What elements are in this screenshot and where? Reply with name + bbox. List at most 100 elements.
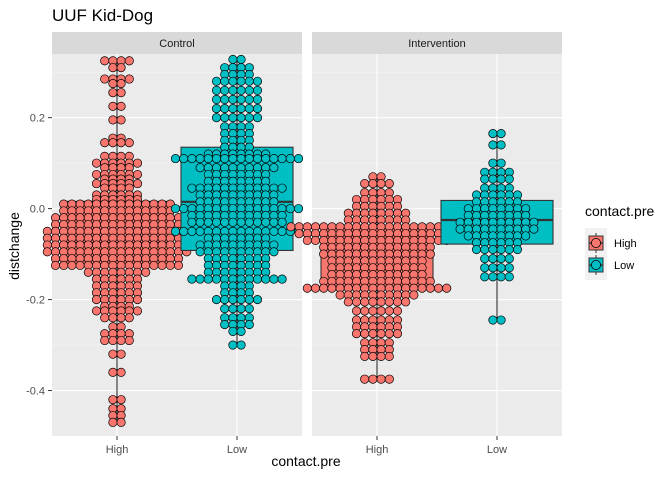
data-dot bbox=[108, 79, 118, 89]
data-dot bbox=[108, 115, 118, 125]
data-dot bbox=[91, 158, 102, 168]
data-dot bbox=[480, 174, 490, 184]
data-dot bbox=[132, 179, 143, 189]
data-dot bbox=[228, 94, 238, 105]
data-dot bbox=[496, 272, 506, 282]
data-dot bbox=[368, 351, 378, 361]
data-dot bbox=[211, 274, 222, 284]
data-dot bbox=[244, 104, 254, 114]
data-dot bbox=[203, 154, 213, 164]
data-dot bbox=[433, 283, 444, 293]
strip-label: Control bbox=[159, 38, 194, 50]
data-dot bbox=[496, 244, 506, 255]
data-dot bbox=[269, 226, 279, 236]
data-dot bbox=[108, 63, 118, 73]
y-axis-title: distchange bbox=[6, 212, 22, 280]
data-dot bbox=[228, 54, 238, 65]
data-dot bbox=[108, 335, 118, 346]
data-dot bbox=[252, 113, 263, 123]
data-dot bbox=[124, 74, 134, 84]
legend: contact.pre High Low bbox=[585, 203, 654, 280]
data-dot bbox=[116, 63, 126, 73]
data-dot bbox=[132, 295, 143, 305]
data-dot bbox=[488, 174, 498, 184]
data-dot bbox=[220, 76, 230, 86]
facet-panels: Control Intervention bbox=[42, 32, 562, 436]
data-dot bbox=[244, 94, 254, 105]
data-dot bbox=[108, 367, 118, 377]
data-dot bbox=[195, 274, 205, 284]
group-low bbox=[440, 129, 554, 325]
data-dot bbox=[384, 329, 394, 339]
data-dot bbox=[228, 154, 238, 164]
data-dot bbox=[376, 351, 386, 361]
data-dot bbox=[360, 297, 370, 307]
data-dot bbox=[360, 374, 370, 384]
data-dot bbox=[480, 244, 490, 255]
data-dot bbox=[384, 306, 394, 316]
data-dot bbox=[124, 335, 134, 346]
data-dot bbox=[50, 260, 61, 271]
data-dot bbox=[277, 274, 287, 284]
data-dot bbox=[252, 94, 263, 105]
data-dot bbox=[236, 104, 246, 114]
data-dot bbox=[496, 315, 506, 325]
data-dot bbox=[83, 267, 93, 277]
data-dot bbox=[211, 85, 222, 95]
data-dot bbox=[228, 104, 238, 114]
data-dot bbox=[512, 244, 523, 255]
chart-title: UUF Kid-Dog bbox=[52, 6, 153, 25]
data-dot bbox=[108, 88, 118, 98]
data-dot bbox=[100, 74, 110, 84]
data-dot bbox=[529, 224, 539, 234]
strip-label: Intervention bbox=[408, 38, 465, 50]
data-dot bbox=[252, 295, 263, 305]
data-dot bbox=[277, 183, 287, 193]
data-dot bbox=[293, 154, 304, 164]
data-dot bbox=[360, 351, 370, 361]
data-dot bbox=[220, 94, 230, 105]
data-dot bbox=[244, 217, 254, 227]
strip-background bbox=[312, 32, 562, 54]
data-dot bbox=[351, 297, 362, 307]
data-dot bbox=[252, 76, 263, 86]
data-dot bbox=[384, 351, 394, 361]
data-dot bbox=[165, 260, 175, 271]
data-dot bbox=[496, 140, 506, 150]
data-dot bbox=[368, 179, 378, 189]
data-dot bbox=[187, 226, 197, 236]
data-dot bbox=[141, 267, 151, 277]
data-dot bbox=[100, 138, 110, 148]
data-dot bbox=[335, 290, 345, 300]
strip-background bbox=[52, 32, 302, 54]
data-dot bbox=[360, 306, 370, 316]
data-dot bbox=[173, 260, 184, 271]
data-dot bbox=[108, 101, 118, 111]
data-dot bbox=[244, 304, 254, 314]
data-dot bbox=[132, 158, 143, 168]
data-dot bbox=[220, 217, 230, 227]
panel-control: Control bbox=[42, 32, 304, 436]
data-dot bbox=[244, 320, 254, 330]
data-dot bbox=[392, 297, 403, 307]
data-dot bbox=[59, 260, 69, 271]
data-dot bbox=[91, 306, 102, 316]
data-dot bbox=[252, 85, 263, 95]
data-dot bbox=[108, 349, 118, 359]
x-tick-label: High bbox=[366, 444, 389, 456]
data-dot bbox=[236, 94, 246, 105]
data-dot bbox=[116, 138, 126, 148]
data-dot bbox=[409, 290, 419, 300]
data-dot bbox=[108, 138, 118, 148]
data-dot bbox=[116, 335, 126, 346]
data-dot bbox=[116, 115, 126, 125]
data-dot bbox=[211, 113, 222, 123]
data-dot bbox=[203, 274, 213, 284]
data-dot bbox=[455, 224, 465, 234]
data-dot bbox=[425, 249, 435, 259]
data-dot bbox=[211, 217, 222, 227]
legend-title: contact.pre bbox=[585, 203, 654, 219]
data-dot bbox=[236, 76, 246, 86]
y-tick-label: 0.0 bbox=[30, 204, 45, 216]
data-dot bbox=[228, 340, 238, 350]
